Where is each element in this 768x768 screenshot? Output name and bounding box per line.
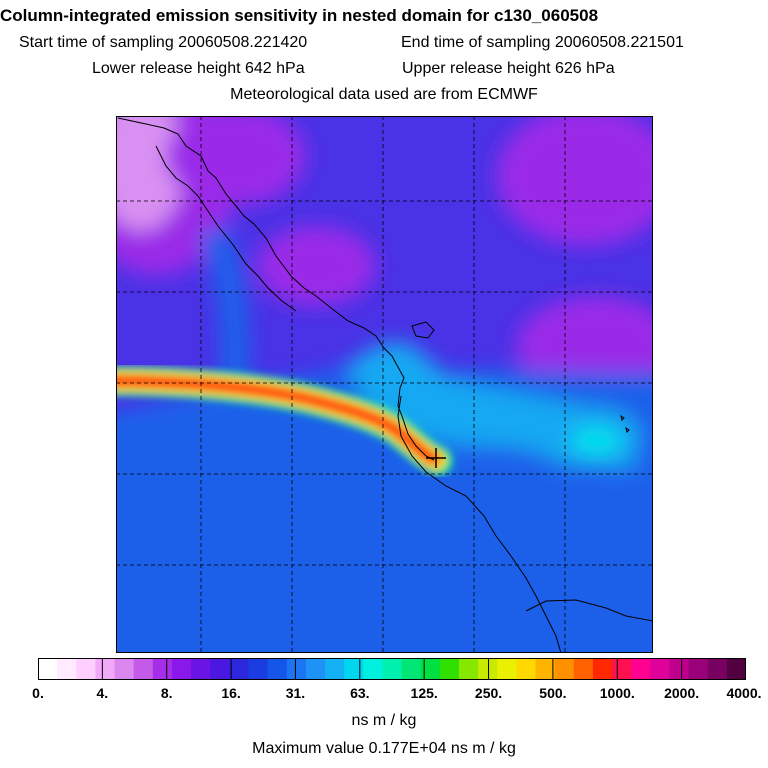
colorbar-tick-label: 0. xyxy=(32,685,44,701)
colorbar-swatch xyxy=(95,658,116,680)
colorbar-swatch xyxy=(497,658,517,680)
colorbar-swatch xyxy=(248,658,269,680)
colorbar-swatch xyxy=(305,658,326,680)
lower-release-label: Lower release height 642 hPa xyxy=(92,60,305,77)
colorbar-frame xyxy=(38,658,746,680)
colorbar-tick-label: 2000. xyxy=(664,685,700,701)
colorbar-swatches xyxy=(38,658,746,680)
colorbar-swatch xyxy=(631,658,651,680)
start-time-label: Start time of sampling 20060508.221420 xyxy=(19,34,308,51)
end-time-label: End time of sampling 20060508.221501 xyxy=(401,34,684,51)
colorbar-tick-label: 16. xyxy=(221,685,241,701)
plot-title: Column-integrated emission sensitivity i… xyxy=(0,6,599,25)
plume xyxy=(116,366,453,476)
colorbar-swatch xyxy=(516,658,537,680)
cross-icon xyxy=(426,448,446,468)
colorbar-swatch xyxy=(267,658,288,680)
colorbar-swatch xyxy=(286,658,307,680)
colorbar-swatch xyxy=(363,658,384,680)
colorbar-swatch xyxy=(76,658,97,680)
colorbar-swatch xyxy=(573,658,594,680)
colorbar-tick-label: 4. xyxy=(96,685,109,701)
colorbar-swatch xyxy=(669,658,690,680)
colorbar-swatch xyxy=(114,658,135,680)
colorbar-tick-label: 63. xyxy=(350,685,370,701)
colorbar-swatch xyxy=(707,658,728,680)
colorbar xyxy=(38,658,746,680)
colorbar-tick-label: 8. xyxy=(160,685,173,701)
colorbar-tick-label: 31. xyxy=(285,685,306,701)
colorbar-swatch xyxy=(612,658,632,680)
colorbar-swatch xyxy=(401,658,422,680)
colorbar-swatch xyxy=(382,658,403,680)
colorbar-swatch xyxy=(133,658,154,680)
colorbar-swatch xyxy=(458,658,479,680)
colorbar-swatch xyxy=(439,658,460,680)
colorbar-swatch xyxy=(191,658,211,680)
sensitivity-map xyxy=(116,116,653,653)
colorbar-swatch xyxy=(650,658,671,680)
colorbar-swatch xyxy=(726,658,746,680)
colorbar-swatch xyxy=(57,658,77,680)
colorbar-swatch xyxy=(229,658,250,680)
colorbar-tick-label: 1000. xyxy=(599,685,635,701)
colorbar-tick-label: 125. xyxy=(410,685,438,701)
colorbar-swatch xyxy=(152,658,173,680)
colorbar-units: ns m / kg xyxy=(351,712,417,729)
colorbar-swatch xyxy=(688,658,709,680)
colorbar-swatch xyxy=(38,658,58,680)
max-value-label: Maximum value 0.177E+04 ns m / kg xyxy=(252,740,516,757)
coastlines xyxy=(117,117,653,653)
upper-release-label: Upper release height 626 hPa xyxy=(402,60,615,77)
colorbar-tick-label: 4000. xyxy=(726,685,762,701)
colorbar-swatch xyxy=(554,658,575,680)
colorbar-swatch xyxy=(171,658,192,680)
colorbar-swatch xyxy=(592,658,613,680)
map-frame xyxy=(116,116,653,653)
colorbar-swatch xyxy=(344,658,364,680)
colorbar-dividers xyxy=(101,658,683,680)
colorbar-swatch xyxy=(420,658,441,680)
colorbar-swatch xyxy=(325,658,345,680)
colorbar-swatch xyxy=(535,658,556,680)
colorbar-tick-label: 500. xyxy=(539,685,567,701)
colorbar-swatch xyxy=(478,658,498,680)
graticule xyxy=(116,116,653,653)
met-data-label: Meteorological data used are from ECMWF xyxy=(230,86,538,103)
field-layers xyxy=(116,116,653,653)
colorbar-tick-label: 250. xyxy=(474,685,503,701)
colorbar-swatch xyxy=(210,658,230,680)
